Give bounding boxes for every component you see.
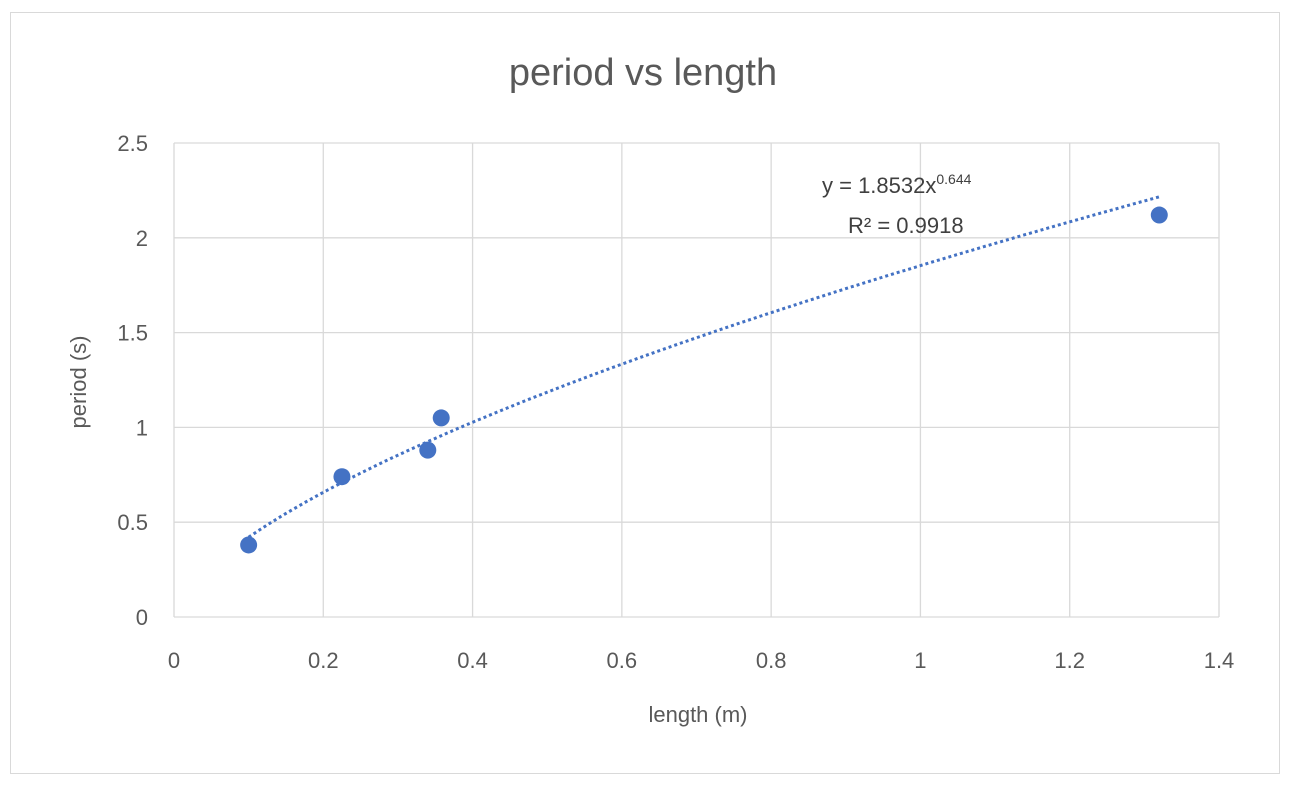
x-tick-label: 0 — [168, 648, 180, 673]
x-tick-label: 0.4 — [457, 648, 488, 673]
trendline — [247, 195, 1160, 539]
power-trendline — [247, 195, 1160, 539]
trendline-r-squared: R² = 0.9918 — [848, 213, 964, 238]
data-point — [1150, 206, 1168, 224]
data-point — [333, 468, 351, 486]
y-tick-label: 2.5 — [117, 131, 148, 156]
x-tick-label: 0.6 — [607, 648, 638, 673]
x-tick-label: 1 — [914, 648, 926, 673]
trendline-equation: y = 1.8532x0.644 — [822, 171, 972, 198]
y-tick-label: 1.5 — [117, 321, 148, 346]
x-tick-label: 1.4 — [1204, 648, 1235, 673]
y-tick-labels: 0 0.5 1 1.5 2 2.5 — [117, 131, 148, 630]
data-point — [240, 536, 258, 554]
x-axis-title: length (m) — [648, 702, 747, 727]
chart-frame — [10, 12, 1280, 774]
trendline-equation-base: y = 1.8532x — [822, 173, 936, 198]
x-tick-label: 1.2 — [1054, 648, 1085, 673]
x-tick-label: 0.2 — [308, 648, 339, 673]
x-tick-label: 0.8 — [756, 648, 787, 673]
data-point — [419, 441, 437, 459]
chart-title: period vs length — [509, 52, 777, 94]
y-axis-title: period (s) — [66, 336, 91, 429]
gridlines — [173, 142, 1220, 618]
y-tick-label: 2 — [136, 226, 148, 251]
data-points — [240, 206, 1168, 554]
data-point — [432, 409, 450, 427]
trendline-equation-exponent: 0.644 — [936, 171, 971, 187]
y-tick-label: 0 — [136, 605, 148, 630]
y-tick-label: 0.5 — [117, 510, 148, 535]
y-tick-label: 1 — [136, 415, 148, 440]
x-tick-labels: 0 0.2 0.4 0.6 0.8 1 1.2 1.4 — [168, 648, 1234, 673]
